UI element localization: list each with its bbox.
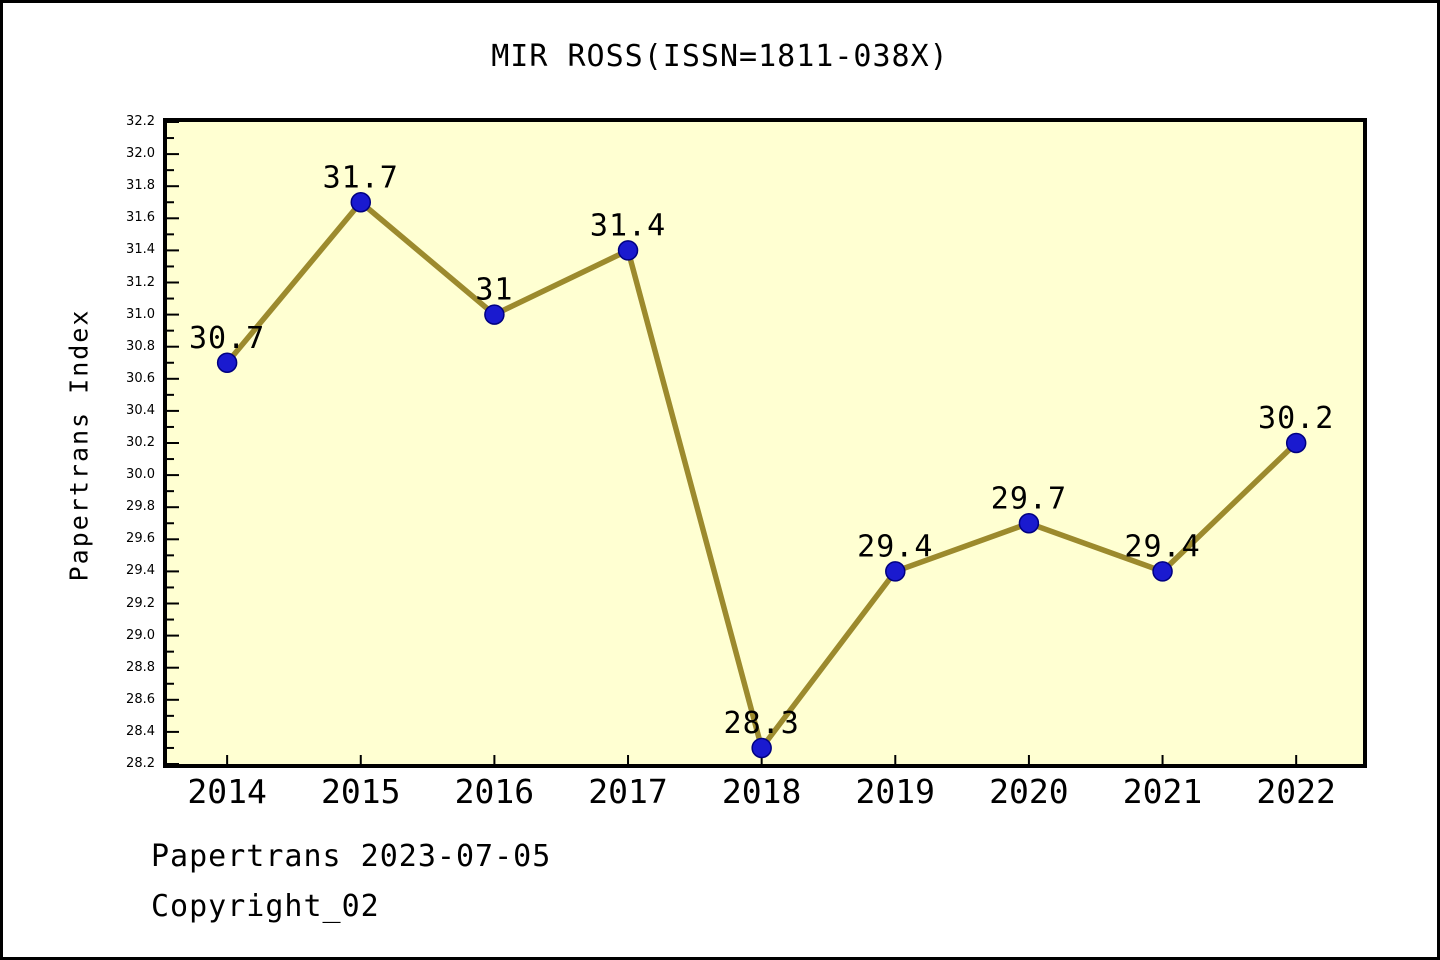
x-tick-label: 2020 xyxy=(989,772,1069,811)
data-point xyxy=(617,240,639,261)
data-point-label: 30.7 xyxy=(189,321,265,356)
x-tick-label: 2014 xyxy=(187,772,267,811)
data-point-label: 28.3 xyxy=(724,706,800,741)
data-point-label: 31.4 xyxy=(590,208,666,243)
x-tick-label: 2017 xyxy=(588,772,668,811)
data-point-label: 31 xyxy=(475,273,513,308)
x-tick-label: 2019 xyxy=(855,772,936,811)
series-line xyxy=(224,198,1299,755)
x-tick-label: 2016 xyxy=(454,772,535,811)
y-tick-label: 31.0 xyxy=(126,306,155,322)
y-tick-label: 29.8 xyxy=(126,499,155,515)
y-tick-label: 30.8 xyxy=(126,338,155,354)
data-point xyxy=(1285,432,1307,454)
x-tick-label: 2015 xyxy=(321,772,401,811)
data-point-label: 30.2 xyxy=(1258,401,1334,436)
chart-title: MIR ROSS(ISSN=1811-038X) xyxy=(491,39,949,74)
x-tick-label: 2018 xyxy=(721,772,802,811)
x-tick-label: 2022 xyxy=(1256,772,1336,811)
y-tick-label: 32.0 xyxy=(126,146,155,162)
y-tick-label: 28.6 xyxy=(126,691,155,707)
data-point xyxy=(885,561,906,582)
data-point-label: 29.4 xyxy=(1124,529,1200,564)
y-tick-label: 31.8 xyxy=(126,178,155,194)
data-point xyxy=(751,737,772,759)
y-tick-label: 29.0 xyxy=(126,627,155,643)
data-point xyxy=(1018,513,1040,534)
line-chart-canvas: 30.7 31.7 31 31.4 28.3 29.4 29.7 29.4 30.2 xyxy=(167,121,1334,765)
y-tick-label: 29.6 xyxy=(126,531,155,547)
data-point xyxy=(216,352,238,373)
y-tick-label: 31.2 xyxy=(126,274,155,290)
y-tick-label: 31.6 xyxy=(126,210,155,226)
y-tick-label: 31.4 xyxy=(126,242,155,258)
data-point xyxy=(350,192,372,213)
x-tick-label: 2021 xyxy=(1122,772,1203,811)
data-point-label: 29.4 xyxy=(857,529,933,564)
y-tick-label: 28.8 xyxy=(126,659,155,675)
data-point-label: 29.7 xyxy=(991,481,1067,516)
plot-area: 30.7 31.7 31 31.4 28.3 29.4 29.7 29.4 30.2 xyxy=(163,118,1367,768)
y-tick-label: 29.2 xyxy=(126,595,155,611)
data-point xyxy=(1152,561,1173,582)
y-tick-label: 28.4 xyxy=(126,723,155,739)
footer-date: Papertrans 2023-07-05 xyxy=(151,839,552,874)
y-tick-label: 30.0 xyxy=(126,467,155,483)
data-point-label: 31.7 xyxy=(323,160,399,195)
y-tick-label: 30.2 xyxy=(126,435,155,450)
y-tick-label: 32.2 xyxy=(126,114,155,129)
y-tick-label: 28.2 xyxy=(126,756,155,771)
y-tick-label: 29.4 xyxy=(126,563,155,579)
y-tick-label: 30.4 xyxy=(126,402,155,418)
footer-copyright: Copyright_02 xyxy=(151,889,380,924)
data-point xyxy=(484,304,505,325)
y-tick-label: 30.6 xyxy=(126,370,155,386)
